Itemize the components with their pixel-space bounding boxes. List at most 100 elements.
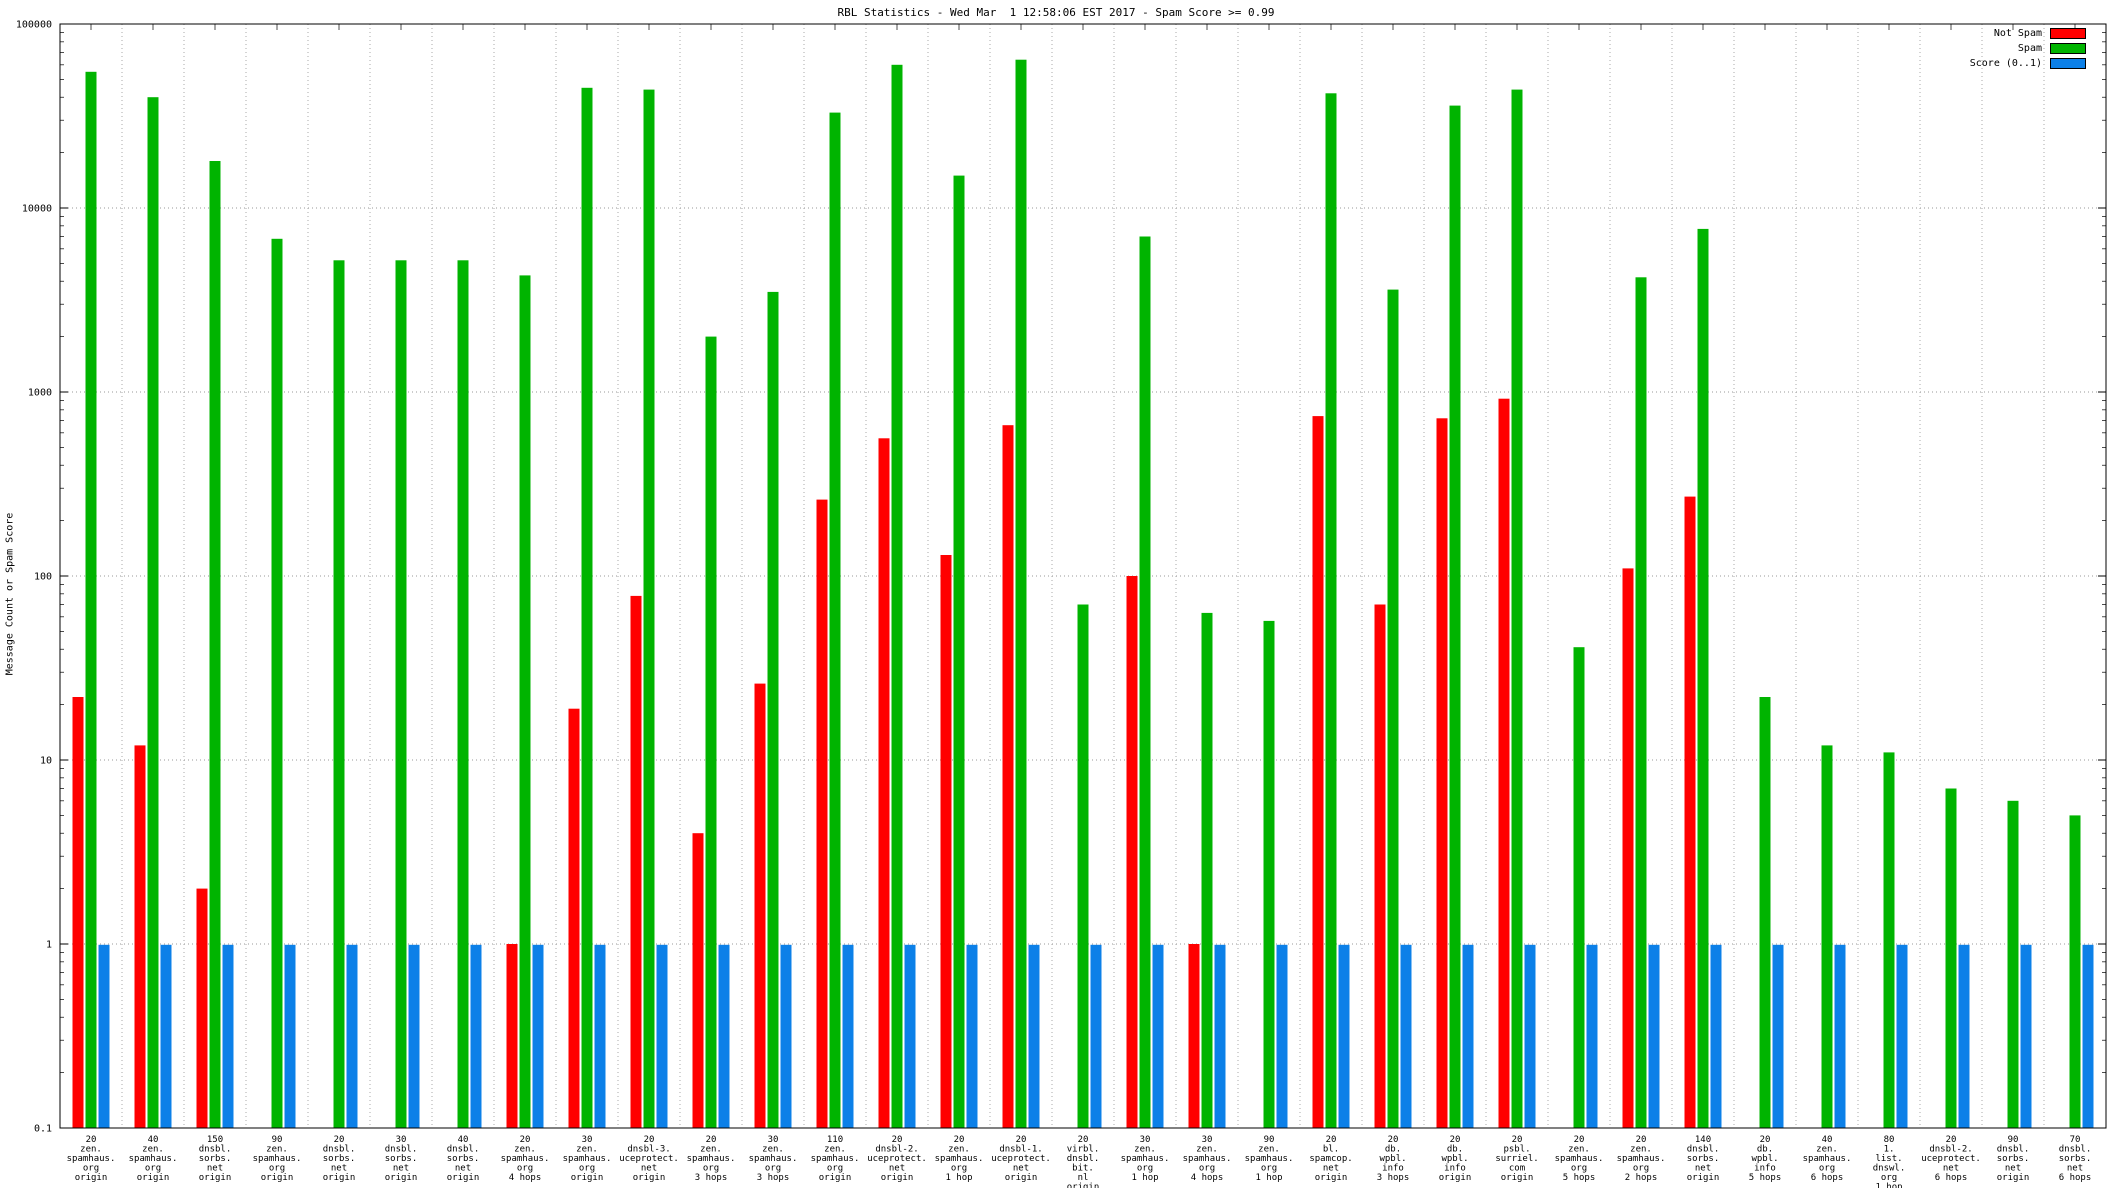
- y-tick-label: 100000: [16, 20, 52, 31]
- bar-not-spam: [816, 499, 828, 1129]
- bar-score-0-1: [842, 944, 854, 1128]
- x-category-label: 20 db. wpbl. info 5 hops: [1749, 1135, 1782, 1183]
- x-category-label: 20 psbl. surriel. com origin: [1495, 1135, 1538, 1183]
- bar-spam: [1945, 788, 1957, 1128]
- bar-spam: [891, 64, 903, 1128]
- chart-title: RBL Statistics - Wed Mar 1 12:58:06 EST …: [837, 6, 1275, 19]
- x-category-label: 30 dnsbl. sorbs. net origin: [385, 1135, 418, 1183]
- x-category-label: 140 dnsbl. sorbs. net origin: [1687, 1135, 1720, 1183]
- x-category-label: 30 zen. spamhaus. org 4 hops: [1183, 1135, 1232, 1183]
- bar-spam: [209, 161, 221, 1128]
- bar-spam: [1387, 289, 1399, 1129]
- legend-item-spam: Spam: [1970, 41, 2086, 56]
- bar-score-0-1: [1896, 944, 1908, 1128]
- bar-spam: [1201, 612, 1213, 1128]
- x-category-label: 110 zen. spamhaus. org origin: [811, 1135, 860, 1183]
- x-category-label: 20 dnsbl-1. uceprotect. net origin: [991, 1135, 1051, 1183]
- bar-not-spam: [72, 697, 84, 1128]
- x-category-label: 90 zen. spamhaus. org origin: [253, 1135, 302, 1183]
- bar-score-0-1: [1772, 944, 1784, 1128]
- legend-label-score: Score (0..1): [1969, 58, 2042, 69]
- bar-spam: [1573, 647, 1585, 1128]
- x-category-label: 90 zen. spamhaus. org 1 hop: [1245, 1135, 1294, 1183]
- bar-score-0-1: [594, 944, 606, 1128]
- bar-score-0-1: [160, 944, 172, 1128]
- bar-not-spam: [1312, 416, 1324, 1129]
- x-category-label: 20 dnsbl-3. uceprotect. net origin: [619, 1135, 679, 1183]
- bar-spam: [333, 260, 345, 1128]
- bar-spam: [1139, 236, 1151, 1128]
- bar-score-0-1: [1958, 944, 1970, 1128]
- bar-score-0-1: [1462, 944, 1474, 1128]
- bar-not-spam: [1622, 568, 1634, 1128]
- bar-score-0-1: [1586, 944, 1598, 1128]
- bar-score-0-1: [780, 944, 792, 1128]
- bar-spam: [705, 336, 717, 1129]
- x-category-label: 20 bl. spamcop. net origin: [1309, 1135, 1352, 1183]
- y-tick-label: 1: [46, 940, 52, 951]
- bar-spam: [2069, 815, 2081, 1128]
- x-category-label: 30 zen. spamhaus. org 3 hops: [749, 1135, 798, 1183]
- legend-swatch-score: [2050, 58, 2086, 69]
- bar-score-0-1: [408, 944, 420, 1128]
- bar-not-spam: [1684, 496, 1696, 1129]
- bar-score-0-1: [1276, 944, 1288, 1128]
- bar-score-0-1: [1152, 944, 1164, 1128]
- x-category-label: 40 dnsbl. sorbs. net origin: [447, 1135, 480, 1183]
- bar-score-0-1: [1400, 944, 1412, 1128]
- bar-spam: [519, 275, 531, 1128]
- bar-not-spam: [754, 683, 766, 1128]
- bar-score-0-1: [718, 944, 730, 1128]
- bar-score-0-1: [966, 944, 978, 1128]
- x-category-label: 80 1. list. dnswl. org 1 hop: [1873, 1135, 1906, 1188]
- bar-spam: [1821, 745, 1833, 1128]
- bar-score-0-1: [532, 944, 544, 1128]
- bar-spam: [1263, 620, 1275, 1128]
- bar-spam: [147, 97, 159, 1129]
- bar-spam: [271, 238, 283, 1129]
- legend-label-not-spam: Not Spam: [1993, 28, 2042, 39]
- bar-not-spam: [196, 888, 208, 1128]
- x-category-label: 20 dnsbl. sorbs. net origin: [323, 1135, 356, 1183]
- bar-not-spam: [1498, 398, 1510, 1128]
- bar-not-spam: [1188, 944, 1200, 1128]
- y-tick-label: 10000: [22, 204, 52, 215]
- bar-score-0-1: [1648, 944, 1660, 1128]
- y-tick-label: 100: [34, 572, 52, 583]
- x-category-label: 90 dnsbl. sorbs. net origin: [1997, 1135, 2030, 1183]
- bar-not-spam: [1374, 604, 1386, 1128]
- bar-spam: [829, 112, 841, 1129]
- bar-not-spam: [1126, 576, 1138, 1128]
- bar-spam: [1635, 277, 1647, 1128]
- x-category-label: 20 zen. spamhaus. org 4 hops: [501, 1135, 550, 1183]
- bar-score-0-1: [346, 944, 358, 1128]
- bar-not-spam: [506, 944, 518, 1128]
- bar-spam: [1697, 228, 1709, 1128]
- bar-score-0-1: [1710, 944, 1722, 1128]
- x-category-label: 20 zen. spamhaus. org 1 hop: [935, 1135, 984, 1183]
- bar-score-0-1: [2020, 944, 2032, 1128]
- bar-not-spam: [568, 708, 580, 1128]
- bar-not-spam: [940, 555, 952, 1128]
- bar-spam: [457, 260, 469, 1128]
- bar-not-spam: [1436, 418, 1448, 1128]
- x-category-label: 40 zen. spamhaus. org 6 hops: [1803, 1135, 1852, 1183]
- bar-spam: [643, 89, 655, 1129]
- x-category-label: 40 zen. spamhaus. org origin: [129, 1135, 178, 1183]
- bar-score-0-1: [98, 944, 110, 1128]
- y-tick-label: 0.1: [34, 1124, 52, 1135]
- bar-not-spam: [134, 745, 146, 1128]
- bar-spam: [1015, 59, 1027, 1129]
- bar-score-0-1: [1338, 944, 1350, 1128]
- bar-spam: [581, 87, 593, 1128]
- legend-label-spam: Spam: [2017, 43, 2042, 54]
- legend-swatch-spam: [2050, 43, 2086, 54]
- bar-spam: [1511, 89, 1523, 1129]
- bar-spam: [1077, 604, 1089, 1128]
- bar-spam: [1325, 93, 1337, 1128]
- x-category-label: 20 zen. spamhaus. org 2 hops: [1617, 1135, 1666, 1183]
- legend: Not Spam Spam Score (0..1): [1970, 26, 2086, 71]
- bar-spam: [1449, 105, 1461, 1129]
